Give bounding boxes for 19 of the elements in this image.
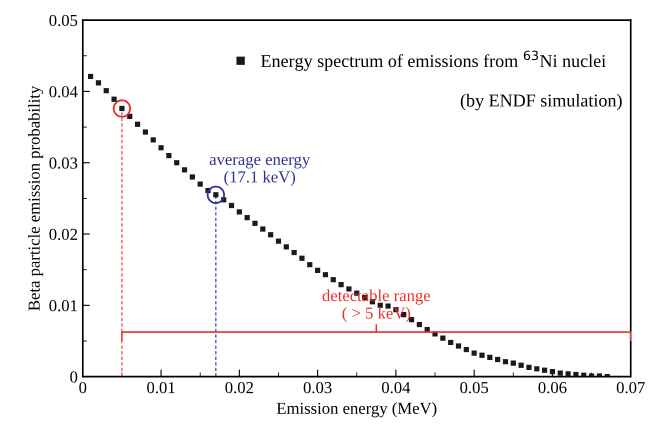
legend-label: Energy spectrum of emissions from $^{63}$Ni nuclei	[261, 50, 606, 71]
y-tick-label: 0.02	[49, 228, 77, 240]
annotation: (by ENDF simulation)	[460, 94, 622, 110]
x-tick-label: 0.05	[460, 382, 488, 394]
x-tick-label: 0.07	[616, 382, 645, 394]
x-tick-label: 0.03	[304, 382, 332, 394]
x-tick-label: 0	[79, 382, 86, 394]
y-tick-label: 0.01	[49, 300, 77, 312]
y-tick-label: 0.03	[49, 157, 78, 169]
y-axis-title: Beta particle emission probability	[28, 86, 44, 311]
x-tick-label: 0.01	[147, 382, 175, 394]
x-tick-label: 0.04	[382, 382, 410, 394]
y-tick-label: 0	[70, 371, 78, 383]
y-tick-label: 0.05	[49, 14, 78, 26]
x-tick-label: 0.02	[225, 382, 253, 394]
x-tick-label: 0.06	[538, 382, 567, 394]
x-axis-title: Emission energy (MeV)	[276, 402, 436, 418]
ref-line-label: average energy (17.1 keV)	[210, 156, 310, 186]
y-tick-label: 0.04	[49, 86, 78, 98]
